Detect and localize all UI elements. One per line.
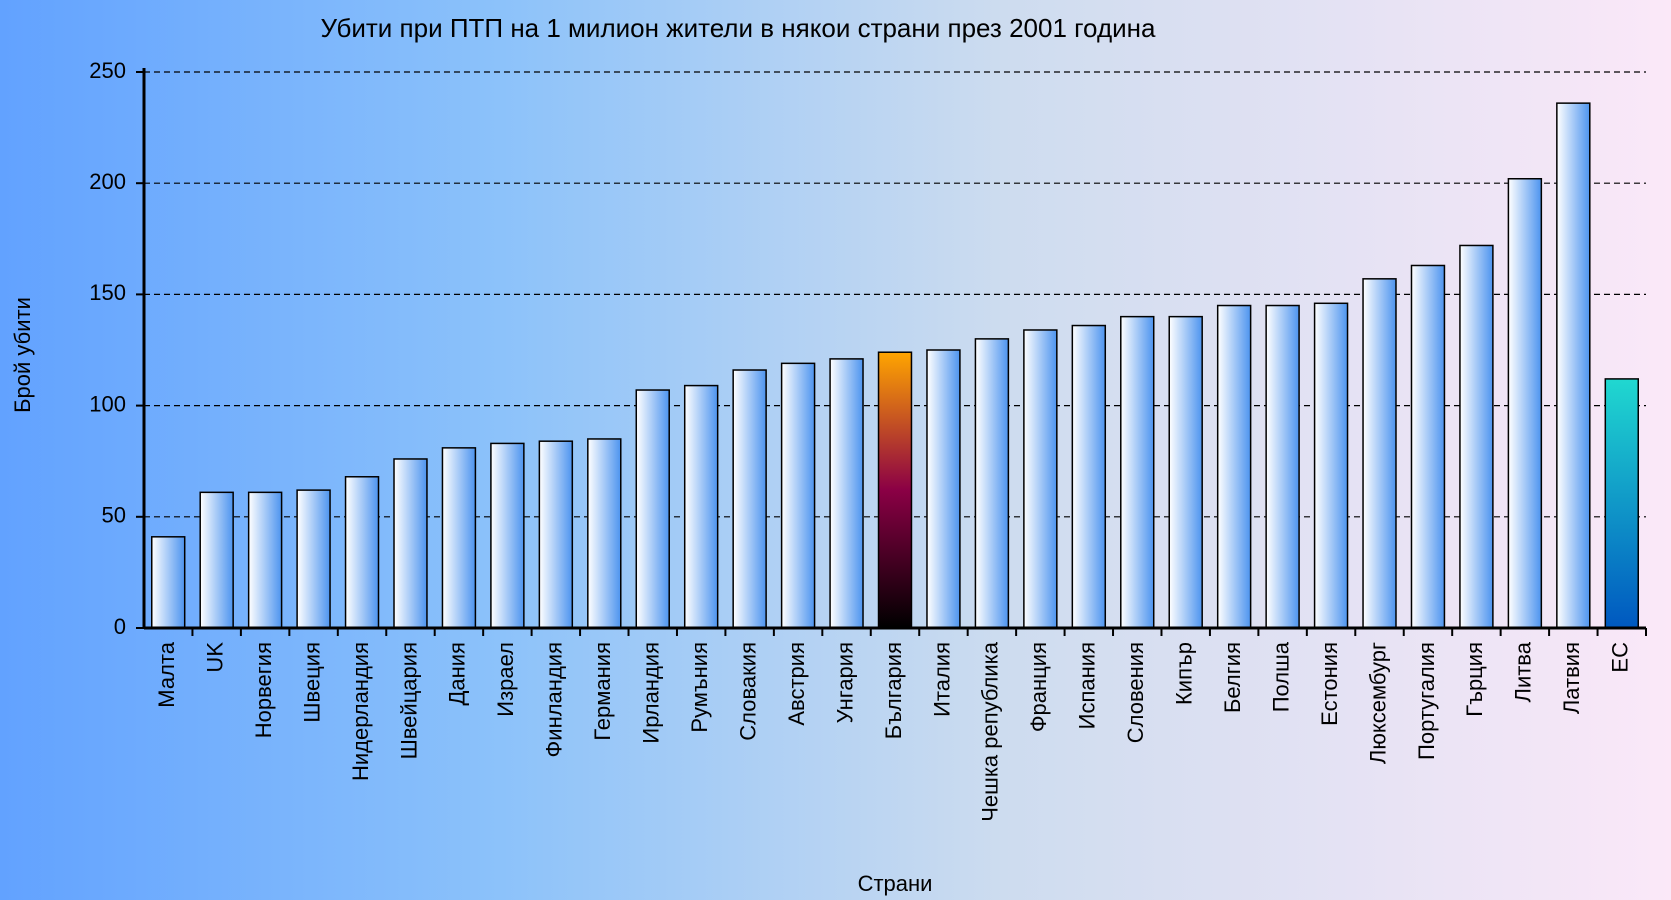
bar (1362, 278, 1397, 629)
x-tick-label: Ирландия (639, 642, 664, 744)
x-tick-label: Германия (590, 642, 615, 741)
bar (1265, 304, 1300, 629)
bar (829, 358, 864, 629)
x-tick-label: Румъния (687, 642, 712, 733)
x-tick-label: Португалия (1414, 642, 1439, 760)
bar (635, 389, 670, 629)
x-tick-label: България (881, 642, 906, 739)
chart-title: Убити при ПТП на 1 милион жители в някои… (321, 13, 1156, 43)
bar (732, 369, 767, 629)
y-tick-label: 100 (89, 391, 126, 416)
y-tick-label: 0 (114, 614, 126, 639)
x-tick-label: Кипър (1172, 642, 1197, 705)
x-tick-label: Финландия (542, 642, 567, 757)
bar (1556, 102, 1591, 629)
x-tick-label: Словакия (735, 642, 760, 741)
bar (1604, 378, 1639, 629)
x-tick-label: Дания (445, 642, 470, 706)
bar (490, 442, 525, 629)
y-tick-label: 250 (89, 58, 126, 83)
bar (683, 384, 719, 629)
x-axis-label: Страни (858, 871, 933, 896)
bar (1216, 304, 1252, 629)
bar (1410, 264, 1446, 629)
y-tick-label: 150 (89, 280, 126, 305)
x-tick-label: Австрия (784, 642, 809, 726)
x-tick-label: UK (202, 642, 227, 673)
x-tick-label: Люксембург (1365, 642, 1390, 764)
x-tick-label: ЕС (1608, 642, 1633, 673)
x-tick-label: Литва (1511, 641, 1536, 702)
bar (780, 362, 816, 629)
y-axis-label: Брой убити (10, 297, 35, 413)
x-tick-label: Латвия (1559, 642, 1584, 714)
bar (1459, 244, 1494, 629)
bar (1313, 302, 1349, 629)
x-tick-label: Унгария (832, 642, 857, 723)
x-tick-label: Словения (1123, 642, 1148, 743)
x-tick-label: Норвегия (251, 642, 276, 738)
bar (1507, 178, 1543, 629)
x-tick-label: Чешка република (978, 641, 1003, 821)
bar (393, 458, 428, 629)
x-tick-label: Малта (154, 641, 179, 707)
bar (296, 489, 331, 629)
bar (926, 349, 961, 629)
bar (974, 338, 1010, 629)
y-tick-label: 50 (102, 503, 126, 528)
bar (877, 351, 913, 629)
x-tick-label: Франция (1026, 642, 1051, 732)
x-tick-label: Гърция (1462, 642, 1487, 717)
bar (1023, 329, 1058, 629)
x-tick-label: Италия (929, 642, 954, 717)
x-tick-label: Швеция (299, 642, 324, 723)
bar (1120, 315, 1155, 629)
bar (1071, 324, 1107, 629)
bar (247, 491, 283, 629)
bar (344, 476, 380, 629)
bar (587, 438, 622, 629)
y-tick-label: 200 (89, 169, 126, 194)
bar (538, 440, 574, 629)
x-tick-label: Полша (1268, 641, 1293, 712)
x-tick-label: Естония (1317, 642, 1342, 726)
x-tick-label: Испания (1075, 642, 1100, 729)
x-tick-label: Швейцария (396, 642, 421, 759)
bar (151, 536, 186, 629)
x-tick-label: Нидерландия (348, 642, 373, 781)
x-tick-label: Израел (493, 642, 518, 717)
bar (441, 447, 477, 629)
bar (1168, 315, 1203, 629)
bar (199, 491, 234, 629)
x-tick-label: Белгия (1220, 642, 1245, 713)
